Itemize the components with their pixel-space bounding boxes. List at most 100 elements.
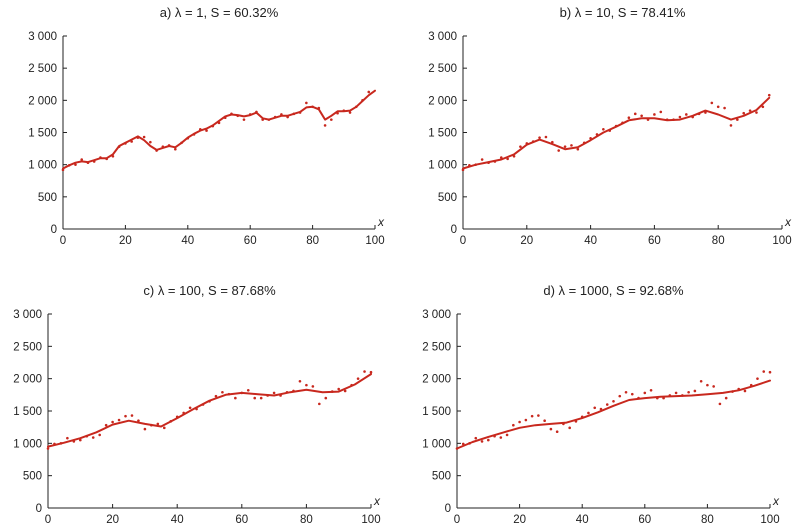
panel-c-data-point xyxy=(98,433,101,437)
panel-d-y-tick-label: 0 xyxy=(445,503,451,515)
panel-a-data-point xyxy=(205,129,208,132)
panel-c-data-point xyxy=(143,427,147,431)
panel-b-y-tick-label: 1 500 xyxy=(428,128,457,140)
panel-d-data-point xyxy=(643,391,647,395)
panel-c-data-point xyxy=(311,385,315,388)
panel-c: c) λ = 100, S = 87.68% 0 500 1 000 1 500 2 00… xyxy=(13,283,381,526)
panel-a-data-point xyxy=(367,90,371,94)
panel-d-data-point xyxy=(543,419,546,423)
panel-c-data-point xyxy=(356,377,360,380)
panel-a-y-tick-label: 3 000 xyxy=(28,31,57,43)
panel-a-y-tick-label: 2 000 xyxy=(28,95,57,107)
panel-c-data-point xyxy=(318,402,321,406)
panel-c-data-point xyxy=(253,396,257,400)
panel-d-data-point xyxy=(693,389,697,393)
panel-d-data-point xyxy=(687,390,690,394)
panel-a-data-point xyxy=(242,118,246,121)
panel-b-y-tick-label: 0 xyxy=(451,224,457,236)
panel-a-data-point xyxy=(305,101,308,105)
panel-a-data-point xyxy=(323,124,327,127)
panel-c-data-point xyxy=(272,391,276,395)
panel-d-data-point xyxy=(756,377,759,380)
panel-c-data-point xyxy=(324,396,328,400)
panel-b-data-point xyxy=(742,111,746,115)
panel-a-fitted-curve xyxy=(62,89,376,170)
panel-c-x-tick-label: 60 xyxy=(235,514,248,526)
panel-b-y-tick-label: 3 000 xyxy=(428,31,457,43)
panel-a-y-tick-label: 500 xyxy=(38,192,57,204)
panel-c-y-tick-label: 0 xyxy=(36,503,42,515)
panel-d-data-point xyxy=(555,430,559,433)
panel-c-data-point xyxy=(117,418,121,422)
panel-d-data-point xyxy=(712,385,715,388)
panel-c-data-point xyxy=(111,420,114,424)
panel-a-x-tick-label: 80 xyxy=(306,235,319,247)
panel-c-x-tick-label: 100 xyxy=(361,514,380,526)
panel-c-x-tick-label: 0 xyxy=(45,514,51,526)
panel-b-x-tick-label: 60 xyxy=(648,235,661,247)
panel-d-fitted-curve xyxy=(456,379,771,450)
panel-d-y-tick-label: 2 000 xyxy=(422,374,451,386)
panel-d-x-tick-label: 80 xyxy=(701,514,714,526)
panel-b-data-point xyxy=(748,109,752,112)
panel-d-data-point xyxy=(743,389,747,393)
panel-c-data-point xyxy=(234,396,237,400)
panel-b-y-tick-label: 1 000 xyxy=(428,160,457,172)
panel-d-data-point xyxy=(530,414,534,418)
panel-c-data-point xyxy=(137,419,140,423)
panel-a-x-axis-label: x xyxy=(377,215,385,229)
panel-c-y-tick-label: 1 500 xyxy=(13,406,42,418)
panel-b-x-axis-label: x xyxy=(784,215,792,229)
panel-c-data-point xyxy=(214,394,218,398)
panel-b-data-point xyxy=(551,140,554,144)
panel-d-data-point xyxy=(505,433,509,437)
panel-d-data-point xyxy=(612,400,615,403)
panel-b-data-point xyxy=(538,136,541,139)
panel-c-x-tick-label: 40 xyxy=(171,514,184,526)
panel-a-title: a) λ = 1, S = 60.32% xyxy=(160,5,279,20)
panel-b-data-point xyxy=(563,145,567,148)
panel-b-title: b) λ = 10, S = 78.41% xyxy=(560,5,686,20)
panel-c-x-axis-label: x xyxy=(373,494,381,508)
panel-b-data-point xyxy=(544,135,548,139)
panel-b-data-point xyxy=(678,115,682,119)
panel-d-data-point xyxy=(674,391,678,395)
panel-c-data-point xyxy=(66,436,69,440)
panel-d-data-point xyxy=(549,427,553,431)
panel-a-x-tick-label: 40 xyxy=(181,235,194,247)
panel-b-x-tick-label: 20 xyxy=(520,235,533,247)
panel-c-data-point xyxy=(91,436,95,439)
panel-b-data-point xyxy=(710,101,714,105)
panel-d-y-tick-label: 3 000 xyxy=(422,309,451,321)
panel-b-data-point xyxy=(723,106,726,110)
panel-d-y-tick-label: 2 500 xyxy=(422,341,451,353)
panel-c-y-tick-label: 2 000 xyxy=(13,374,42,386)
panel-b-data-point xyxy=(627,116,631,120)
panel-c-data-point xyxy=(369,370,373,374)
panel-d-data-point xyxy=(480,440,484,443)
panel-d-title: d) λ = 1000, S = 92.68% xyxy=(543,283,684,298)
panel-c-data-point xyxy=(363,370,366,373)
panel-c-data-point xyxy=(156,422,160,426)
panel-a-y-tick-label: 0 xyxy=(51,224,57,236)
panel-d-data-point xyxy=(762,370,766,373)
panel-d-data-point xyxy=(568,426,571,430)
panel-d-data-point xyxy=(768,370,772,374)
panel-b-data-point xyxy=(755,111,758,114)
panel-b-data-point xyxy=(570,144,573,147)
panel-d-data-point xyxy=(518,420,521,424)
panel-d-data-point xyxy=(649,389,653,392)
panel-d-data-point xyxy=(587,411,590,415)
panel-a-data-point xyxy=(149,140,152,144)
panel-b-data-point xyxy=(729,124,733,127)
panel-b: b) λ = 10, S = 78.41% 0 500 1 000 1 500 2 000… xyxy=(428,5,792,247)
panel-c-data-point xyxy=(124,414,127,418)
panel-b-y-tick-label: 500 xyxy=(438,192,457,204)
panel-a-data-point xyxy=(330,118,333,121)
panel-b-x-tick-label: 40 xyxy=(584,235,597,247)
panel-c-title: c) λ = 100, S = 87.68% xyxy=(143,283,276,298)
panel-c-data-point xyxy=(104,423,108,427)
panel-b-x-tick-label: 100 xyxy=(772,235,791,247)
